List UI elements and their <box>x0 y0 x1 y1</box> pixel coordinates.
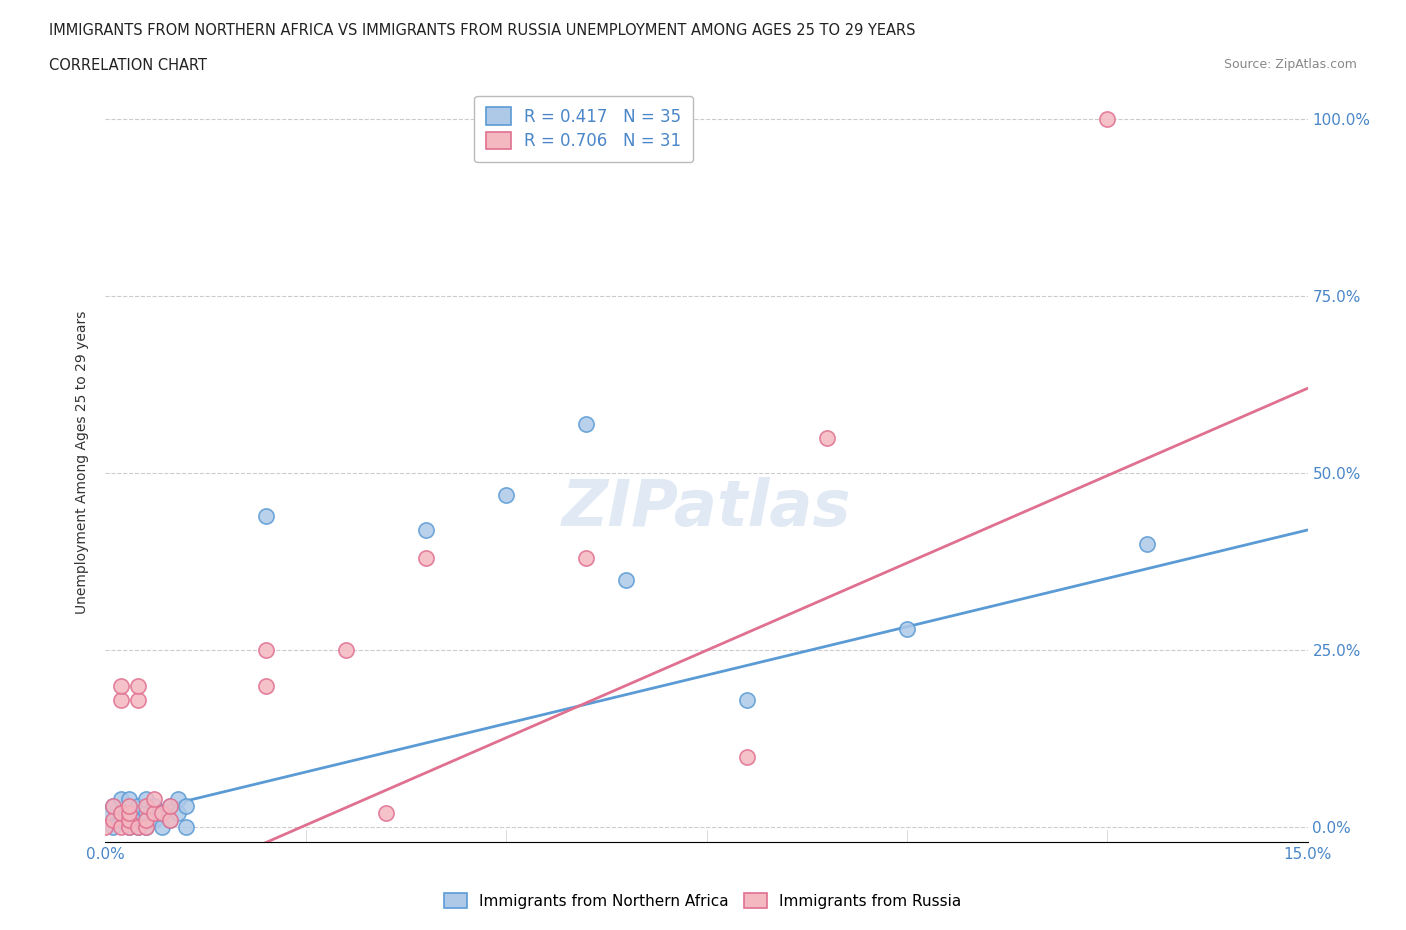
Point <box>118 820 141 835</box>
Point <box>118 791 141 806</box>
Point <box>103 799 125 814</box>
Point <box>110 820 132 835</box>
Point <box>254 643 277 658</box>
Point <box>110 678 132 693</box>
Point <box>118 813 141 828</box>
Point <box>142 799 165 814</box>
Point <box>103 799 125 814</box>
Point <box>335 643 357 658</box>
Point <box>735 693 758 708</box>
Point <box>575 551 598 565</box>
Point <box>118 806 141 821</box>
Point <box>135 820 157 835</box>
Point <box>166 806 188 821</box>
Point <box>575 417 598 432</box>
Point <box>150 820 173 835</box>
Text: IMMIGRANTS FROM NORTHERN AFRICA VS IMMIGRANTS FROM RUSSIA UNEMPLOYMENT AMONG AGE: IMMIGRANTS FROM NORTHERN AFRICA VS IMMIG… <box>49 23 915 38</box>
Point <box>127 820 149 835</box>
Point <box>118 806 141 821</box>
Point <box>159 799 181 814</box>
Y-axis label: Unemployment Among Ages 25 to 29 years: Unemployment Among Ages 25 to 29 years <box>76 311 90 615</box>
Point <box>94 806 117 821</box>
Point <box>103 813 125 828</box>
Point <box>103 820 125 835</box>
Point <box>127 693 149 708</box>
Text: ZIPatlas: ZIPatlas <box>562 477 851 539</box>
Point <box>1097 112 1119 126</box>
Point <box>150 806 173 821</box>
Point <box>159 813 181 828</box>
Point <box>118 820 141 835</box>
Point <box>166 791 188 806</box>
Legend: R = 0.417   N = 35, R = 0.706   N = 31: R = 0.417 N = 35, R = 0.706 N = 31 <box>474 96 693 162</box>
Point <box>135 813 157 828</box>
Point <box>118 813 141 828</box>
Point <box>127 806 149 821</box>
Point <box>174 799 197 814</box>
Point <box>110 693 132 708</box>
Point <box>159 813 181 828</box>
Point <box>135 806 157 821</box>
Point <box>616 572 638 587</box>
Point <box>110 791 132 806</box>
Text: CORRELATION CHART: CORRELATION CHART <box>49 58 207 73</box>
Point <box>118 799 141 814</box>
Point <box>495 487 517 502</box>
Point <box>735 750 758 764</box>
Point <box>174 820 197 835</box>
Legend: Immigrants from Northern Africa, Immigrants from Russia: Immigrants from Northern Africa, Immigra… <box>439 886 967 915</box>
Point <box>1136 537 1159 551</box>
Point <box>415 551 437 565</box>
Text: Source: ZipAtlas.com: Source: ZipAtlas.com <box>1223 58 1357 71</box>
Point <box>135 791 157 806</box>
Point <box>110 806 132 821</box>
Point <box>110 806 132 821</box>
Point <box>896 621 918 636</box>
Point <box>415 523 437 538</box>
Point <box>254 509 277 524</box>
Point <box>150 806 173 821</box>
Point <box>815 431 838 445</box>
Point <box>135 820 157 835</box>
Point <box>94 820 117 835</box>
Point <box>374 806 398 821</box>
Point <box>127 820 149 835</box>
Point <box>254 678 277 693</box>
Point <box>127 678 149 693</box>
Point <box>142 791 165 806</box>
Point <box>127 799 149 814</box>
Point <box>135 799 157 814</box>
Point <box>142 806 165 821</box>
Point <box>135 813 157 828</box>
Point <box>142 813 165 828</box>
Point <box>159 799 181 814</box>
Point <box>110 813 132 828</box>
